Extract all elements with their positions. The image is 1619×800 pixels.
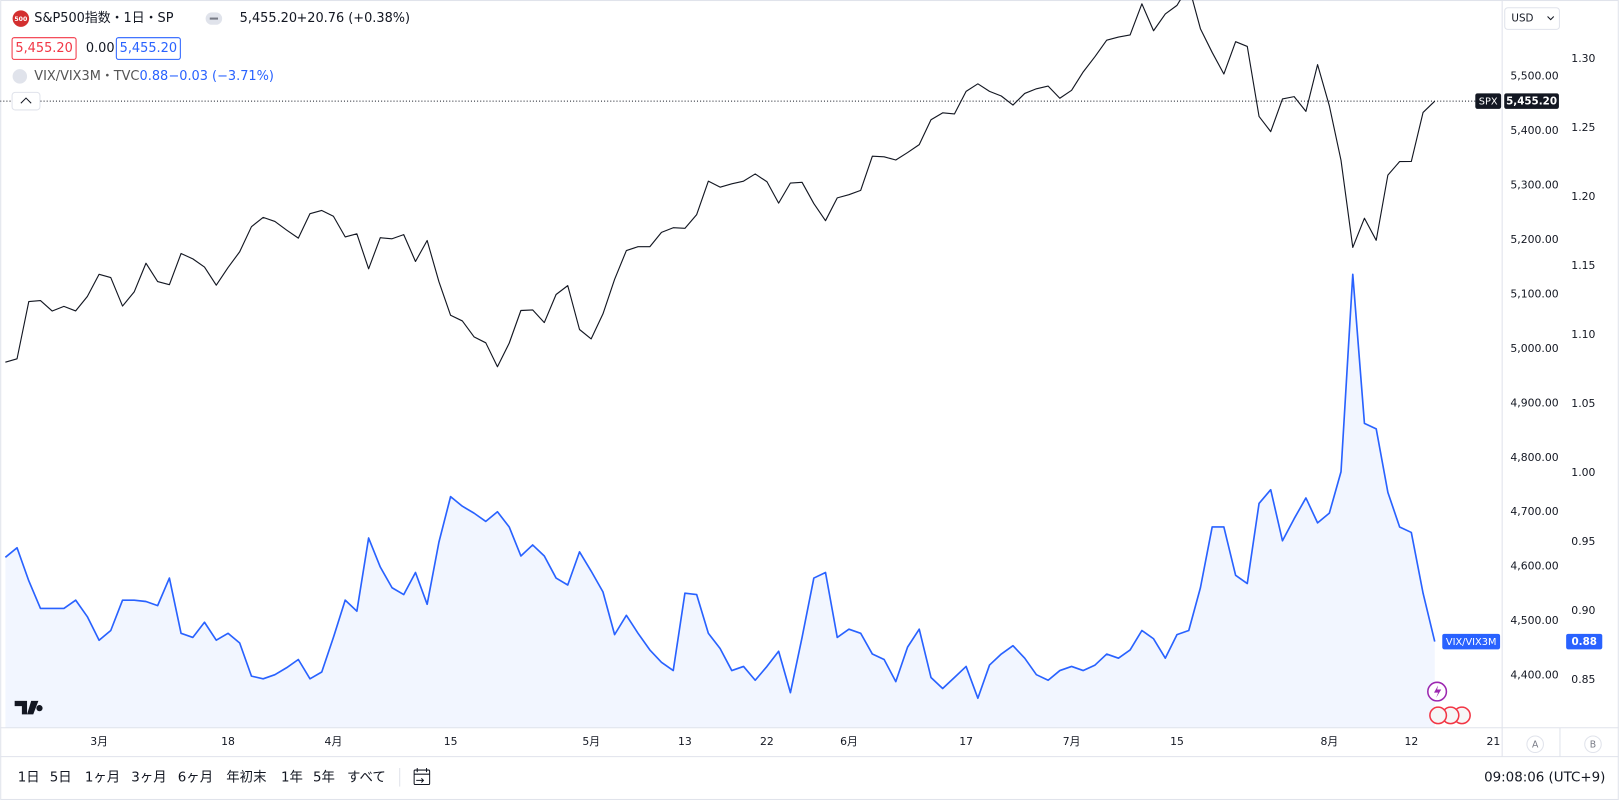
x-tick-label: 15	[444, 735, 458, 748]
logo-text: 500	[14, 16, 28, 23]
date-range-button[interactable]	[413, 768, 431, 786]
y-tick-label: 5,400.00	[1510, 124, 1558, 137]
series-tag-name: SPX	[1479, 97, 1498, 108]
scale-button[interactable]	[1584, 735, 1602, 754]
collapse-icon	[20, 97, 32, 104]
x-tick-label: 13	[678, 735, 692, 748]
y2-tick-label: 1.10	[1571, 328, 1595, 341]
y-tick-label: 4,600.00	[1510, 560, 1558, 573]
y-tick-label: 5,000.00	[1510, 342, 1558, 355]
y-tick-label: 4,900.00	[1510, 396, 1558, 409]
y2-tick-label: 1.20	[1571, 190, 1595, 203]
economic-event[interactable]	[1429, 706, 1448, 725]
symbol-title[interactable]: S&P500指数・1日・SP	[34, 11, 173, 26]
price-tag-value: 5,455.20	[1506, 96, 1557, 108]
x-tick-label: 15	[1170, 735, 1184, 748]
y-tick-label: 5,500.00	[1510, 70, 1558, 83]
tradingview-logo[interactable]	[14, 700, 43, 715]
auto-scale-label[interactable]: A	[1532, 739, 1539, 750]
visibility-toggle[interactable]	[12, 69, 28, 84]
y2-tick-label: 1.05	[1571, 397, 1595, 410]
line	[4, 273, 1436, 700]
range-button[interactable]: 5日	[50, 770, 72, 785]
y-tick-label: 5,300.00	[1510, 179, 1558, 192]
study-value: 0.88	[140, 69, 169, 84]
x-tick-label: 21	[1486, 735, 1500, 748]
y-tick-label: 4,800.00	[1510, 451, 1558, 464]
y2-tick-label: 1.15	[1571, 259, 1595, 272]
x-tick-label: 17	[959, 735, 973, 748]
range-button[interactable]: 1ヶ月	[85, 770, 120, 785]
y2-tick-label: 1.00	[1571, 466, 1595, 479]
study-title[interactable]: VIX/VIX3M・TVC	[34, 69, 139, 84]
symbol-logo	[12, 10, 30, 27]
range-button[interactable]: 3ヶ月	[131, 770, 166, 785]
range-button[interactable]: すべて	[347, 769, 386, 785]
clock: 09:08:06 (UTC+9)	[1484, 770, 1605, 785]
range-button[interactable]: 1日	[18, 770, 40, 785]
range-button[interactable]: 6ヶ月	[178, 770, 213, 785]
x-tick-label: 7月	[1063, 735, 1081, 748]
x-tick-label: 6月	[840, 735, 858, 748]
x-tick-label: 18	[221, 735, 235, 748]
currency[interactable]: USD	[1511, 13, 1533, 25]
x-tick-label: 12	[1404, 735, 1418, 748]
spread: 0.00	[86, 41, 115, 56]
calendar-icon-detail	[414, 768, 430, 783]
study-change: −0.03 (−3.71%)	[168, 69, 273, 84]
chevron	[1547, 16, 1555, 21]
area	[5, 274, 1435, 728]
series-tag-name: VIX/VIX3M	[1446, 637, 1497, 648]
x-tick-label: 5月	[582, 735, 600, 748]
price-tag	[1504, 93, 1559, 109]
y-tick-label: 5,200.00	[1510, 233, 1558, 246]
price-tag	[1566, 633, 1603, 650]
x-tick-label: 3月	[90, 735, 108, 748]
event-icon-bolt	[1434, 685, 1442, 698]
collapse-button[interactable]	[11, 91, 41, 111]
last-price: 5,455.20	[240, 11, 297, 26]
price-tag-value: 0.88	[1571, 636, 1596, 648]
series-tag	[1442, 633, 1501, 650]
y-tick-label: 4,700.00	[1510, 505, 1558, 518]
x-tick-label: 22	[760, 735, 774, 748]
y2-tick-label: 0.90	[1571, 604, 1595, 617]
calendar-icon	[413, 769, 431, 786]
price-change: +20.76 (+0.38%)	[296, 11, 410, 26]
line	[5, 0, 1436, 368]
x-tick-label: 4月	[325, 735, 343, 748]
y2-tick-label: 1.25	[1571, 121, 1595, 134]
currency-select[interactable]	[1504, 7, 1560, 30]
series-tag	[1475, 93, 1502, 109]
y-tick-label: 4,400.00	[1510, 668, 1558, 681]
range-button[interactable]: 5年	[313, 769, 335, 785]
auto-scale-button[interactable]	[1526, 735, 1544, 754]
x-tick-label: 8月	[1320, 735, 1338, 748]
bid[interactable]: 5,455.20	[15, 41, 72, 56]
y2-tick-label: 0.95	[1571, 535, 1595, 548]
ask[interactable]: 5,455.20	[120, 41, 177, 56]
range-button[interactable]: 年初末	[226, 769, 266, 785]
range-button[interactable]: 1年	[281, 769, 303, 785]
y-tick-label: 5,100.00	[1510, 287, 1558, 300]
plot-area	[0, 0, 1503, 728]
bid-box[interactable]	[11, 37, 77, 60]
y2-tick-label: 0.85	[1571, 673, 1595, 686]
scale-label[interactable]: B	[1590, 739, 1596, 750]
y-tick-label: 4,500.00	[1510, 614, 1558, 627]
ask-box[interactable]	[115, 37, 181, 60]
y2-tick-label: 1.30	[1571, 52, 1595, 65]
